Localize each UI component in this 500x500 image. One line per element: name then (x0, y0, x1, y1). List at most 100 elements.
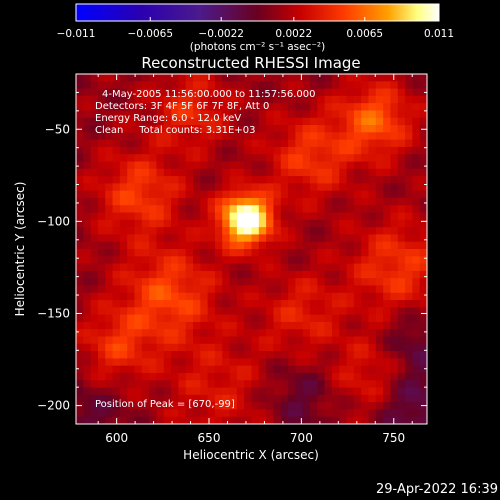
heatmap-cell (317, 263, 326, 272)
heatmap-cell (295, 372, 304, 381)
heatmap-cell (185, 154, 194, 162)
heatmap-cell (141, 358, 150, 367)
heatmap-cell (353, 154, 362, 162)
heatmap-cell (97, 74, 106, 82)
heatmap-cell (412, 219, 421, 228)
heatmap-cell (178, 110, 187, 119)
heatmap-cell (390, 183, 399, 192)
heatmap-cell (149, 314, 157, 323)
heatmap-cell (90, 125, 99, 133)
x-tick-label: 700 (290, 431, 313, 445)
heatmap-cell (317, 336, 326, 345)
heatmap-cell (207, 205, 216, 213)
heatmap-cell (112, 372, 121, 381)
footer-date: 29-Apr-2022 16:39 (376, 482, 498, 497)
heatmap-cell (339, 168, 347, 177)
heatmap-cell (214, 176, 223, 184)
heatmap-cell (397, 321, 406, 330)
heatmap-cell (149, 161, 157, 170)
heatmap-cell (317, 394, 326, 403)
heatmap-cell (229, 256, 238, 264)
heatmap-cell (412, 329, 421, 337)
heatmap-cell (178, 161, 187, 170)
heatmap-cell (383, 190, 391, 199)
heatmap-cell (405, 358, 413, 367)
heatmap-cell (214, 372, 223, 381)
heatmap-cell (383, 358, 391, 367)
heatmap-cell (288, 227, 296, 235)
heatmap-cell (346, 321, 355, 330)
heatmap-cell (368, 263, 377, 272)
heatmap-cell (266, 161, 274, 170)
heatmap-cell (236, 416, 245, 424)
heatmap-cell (229, 365, 238, 374)
heatmap-cell (229, 321, 238, 330)
heatmap-cell (105, 263, 113, 272)
heatmap-cell (383, 351, 391, 359)
heatmap-cell (390, 190, 399, 199)
heatmap-cell (90, 365, 99, 374)
heatmap-cell (207, 321, 216, 330)
heatmap-cell (236, 380, 245, 388)
heatmap-cell (127, 132, 135, 141)
heatmap-cell (419, 117, 427, 126)
heatmap-cell (229, 300, 238, 308)
heatmap-cell (156, 81, 165, 89)
heatmap-cell (193, 256, 201, 264)
heatmap-cell (317, 205, 326, 213)
heatmap-cell (83, 103, 92, 111)
heatmap-cell (339, 343, 347, 352)
heatmap-cell (214, 263, 223, 272)
heatmap-cell (405, 205, 413, 213)
heatmap-cell (383, 125, 391, 133)
annotation-clean-counts: Clean Total counts: 3.31E+03 (95, 125, 255, 136)
heatmap-cell (141, 387, 150, 396)
heatmap-cell (419, 300, 427, 308)
heatmap-cell (412, 380, 421, 388)
heatmap-cell (178, 300, 187, 308)
heatmap-cell (375, 314, 384, 323)
heatmap-cell (236, 227, 245, 235)
heatmap-cell (97, 329, 106, 337)
heatmap-cell (76, 168, 84, 177)
heatmap-cell (412, 300, 421, 308)
heatmap-cell (390, 292, 399, 301)
heatmap-cell (193, 88, 201, 97)
heatmap-cell (273, 183, 282, 192)
heatmap-cell (346, 146, 355, 155)
heatmap-cell (163, 416, 172, 424)
heatmap-cell (251, 219, 260, 228)
heatmap-cell (178, 307, 187, 316)
heatmap-cell (288, 402, 296, 410)
heatmap-cell (419, 343, 427, 352)
heatmap-cell (76, 307, 84, 316)
y-tick-label: −50 (45, 122, 70, 136)
heatmap-cell (105, 285, 113, 294)
heatmap-cell (193, 249, 201, 257)
heatmap-cell (185, 110, 194, 119)
heatmap-cell (331, 416, 340, 424)
heatmap-cell (375, 219, 384, 228)
heatmap-cell (214, 95, 223, 104)
heatmap-cell (207, 95, 216, 104)
heatmap-cell (353, 351, 362, 359)
heatmap-cell (171, 110, 179, 119)
heatmap-cell (222, 278, 230, 286)
heatmap-cell (141, 351, 150, 359)
heatmap-cell (185, 168, 194, 177)
heatmap-cell (193, 321, 201, 330)
heatmap-cell (171, 227, 179, 235)
heatmap-cell (222, 351, 230, 359)
heatmap-cell (141, 300, 150, 308)
heatmap-cell (368, 146, 377, 155)
heatmap-cell (339, 256, 347, 264)
heatmap-cell (258, 409, 267, 418)
heatmap-cell (163, 190, 172, 199)
heatmap-cell (258, 95, 267, 104)
heatmap-cell (76, 270, 84, 279)
heatmap-cell (185, 300, 194, 308)
heatmap-cell (127, 95, 135, 104)
heatmap-cell (353, 307, 362, 316)
heatmap-cell (229, 212, 238, 221)
heatmap-cell (90, 183, 99, 192)
